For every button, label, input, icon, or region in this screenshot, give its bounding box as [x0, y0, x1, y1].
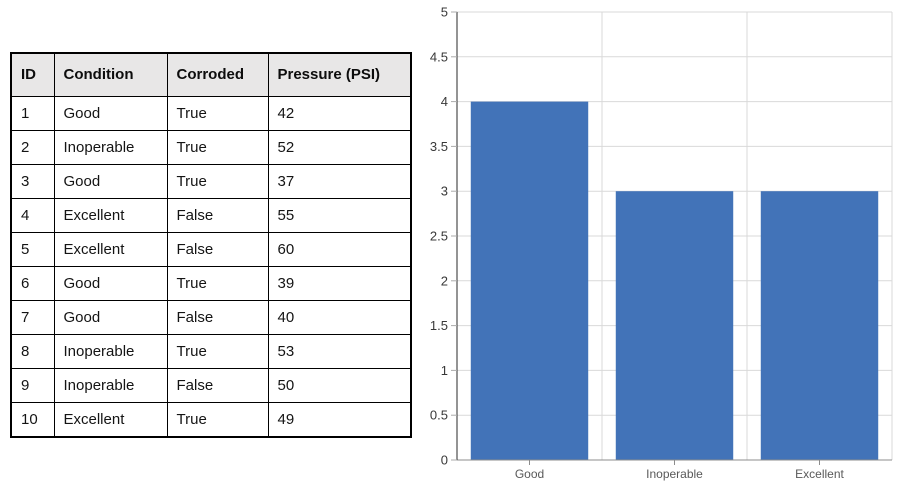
table-cell: Inoperable	[53, 334, 168, 370]
table-cell: Good	[53, 163, 168, 199]
y-tick-label: 4	[441, 94, 448, 109]
y-tick-label: 1	[441, 363, 448, 378]
table-cell: 9	[10, 368, 55, 404]
table-row: 10 Excellent True 49	[10, 402, 412, 438]
x-category-label: Good	[515, 467, 544, 481]
y-tick-label: 5	[441, 5, 448, 20]
table-cell: False	[166, 300, 269, 336]
table-cell: Good	[53, 95, 168, 131]
table-cell: 2	[10, 129, 55, 165]
bar-inoperable	[615, 191, 734, 460]
y-tick-label: 3.5	[430, 139, 448, 154]
table-cell: 5	[10, 231, 55, 267]
y-tick-label: 2.5	[430, 229, 448, 244]
table-cell: True	[166, 163, 269, 199]
bar-chart-container: 0 0.5 1 1.5 2 2.5 3 3.5 4 4.5 5 Good Inoperable Excel…	[420, 0, 904, 487]
table-cell: Inoperable	[53, 368, 168, 404]
table-row: 3 Good True 37	[10, 163, 412, 199]
table-cell: Excellent	[53, 231, 168, 267]
pipe-data-table: ID Condition Corroded Pressure (PSI) 1 Go…	[10, 52, 412, 438]
y-tick-label: 0	[441, 453, 448, 468]
table-cell: True	[166, 95, 269, 131]
table-cell: Excellent	[53, 402, 168, 438]
y-tick-label: 2	[441, 273, 448, 288]
table-cell: True	[166, 402, 269, 438]
x-category-label: Inoperable	[646, 467, 703, 481]
table-cell: 55	[267, 197, 412, 233]
table-row: 5 Excellent False 60	[10, 231, 412, 267]
table-cell: 10	[10, 402, 55, 438]
table-header-row: ID Condition Corroded Pressure (PSI)	[10, 52, 412, 97]
table-cell: Good	[53, 265, 168, 302]
table-cell: 53	[267, 334, 412, 370]
table-cell: 39	[267, 265, 412, 302]
table-cell: 50	[267, 368, 412, 404]
table-row: 4 Excellent False 55	[10, 197, 412, 233]
table-cell: 37	[267, 163, 412, 199]
table-cell: 7	[10, 300, 55, 336]
table-row: 6 Good True 39	[10, 265, 412, 302]
col-header-corroded: Corroded	[166, 52, 269, 97]
col-header-condition: Condition	[53, 52, 168, 97]
table-cell: True	[166, 129, 269, 165]
table-cell: False	[166, 368, 269, 404]
table-row: 2 Inoperable True 52	[10, 129, 412, 165]
table-cell: 40	[267, 300, 412, 336]
table-row: 9 Inoperable False 50	[10, 368, 412, 404]
table-row: 7 Good False 40	[10, 300, 412, 336]
table-cell: False	[166, 197, 269, 233]
pipe-data-table-container: ID Condition Corroded Pressure (PSI) 1 Go…	[10, 52, 412, 438]
table-cell: 6	[10, 265, 55, 302]
y-tick-label: 3	[441, 184, 448, 199]
x-category-label: Excellent	[795, 467, 844, 481]
table-cell: 4	[10, 197, 55, 233]
table-cell: 60	[267, 231, 412, 267]
y-tick-label: 1.5	[430, 318, 448, 333]
table-cell: Excellent	[53, 197, 168, 233]
table-cell: 1	[10, 95, 55, 131]
table-cell: False	[166, 231, 269, 267]
table-cell: 49	[267, 402, 412, 438]
col-header-id: ID	[10, 52, 55, 97]
y-tick-label: 4.5	[430, 49, 448, 64]
bar-chart-svg: 0 0.5 1 1.5 2 2.5 3 3.5 4 4.5 5 Good Inoperable Excel…	[430, 5, 893, 481]
table-cell: Good	[53, 300, 168, 336]
table-row: 8 Inoperable True 53	[10, 334, 412, 370]
bar-excellent	[760, 191, 879, 460]
table-cell: 42	[267, 95, 412, 131]
table-cell: 52	[267, 129, 412, 165]
table-body: 1 Good True 42 2 Inoperable True 52 3 Good True 37 4…	[10, 95, 412, 438]
col-header-pressure: Pressure (PSI)	[267, 52, 412, 97]
table-cell: Inoperable	[53, 129, 168, 165]
table-row: 1 Good True 42	[10, 95, 412, 131]
table-cell: 8	[10, 334, 55, 370]
table-cell: 3	[10, 163, 55, 199]
table-cell: True	[166, 265, 269, 302]
bar-good	[470, 101, 589, 460]
table-cell: True	[166, 334, 269, 370]
y-tick-label: 0.5	[430, 408, 448, 423]
